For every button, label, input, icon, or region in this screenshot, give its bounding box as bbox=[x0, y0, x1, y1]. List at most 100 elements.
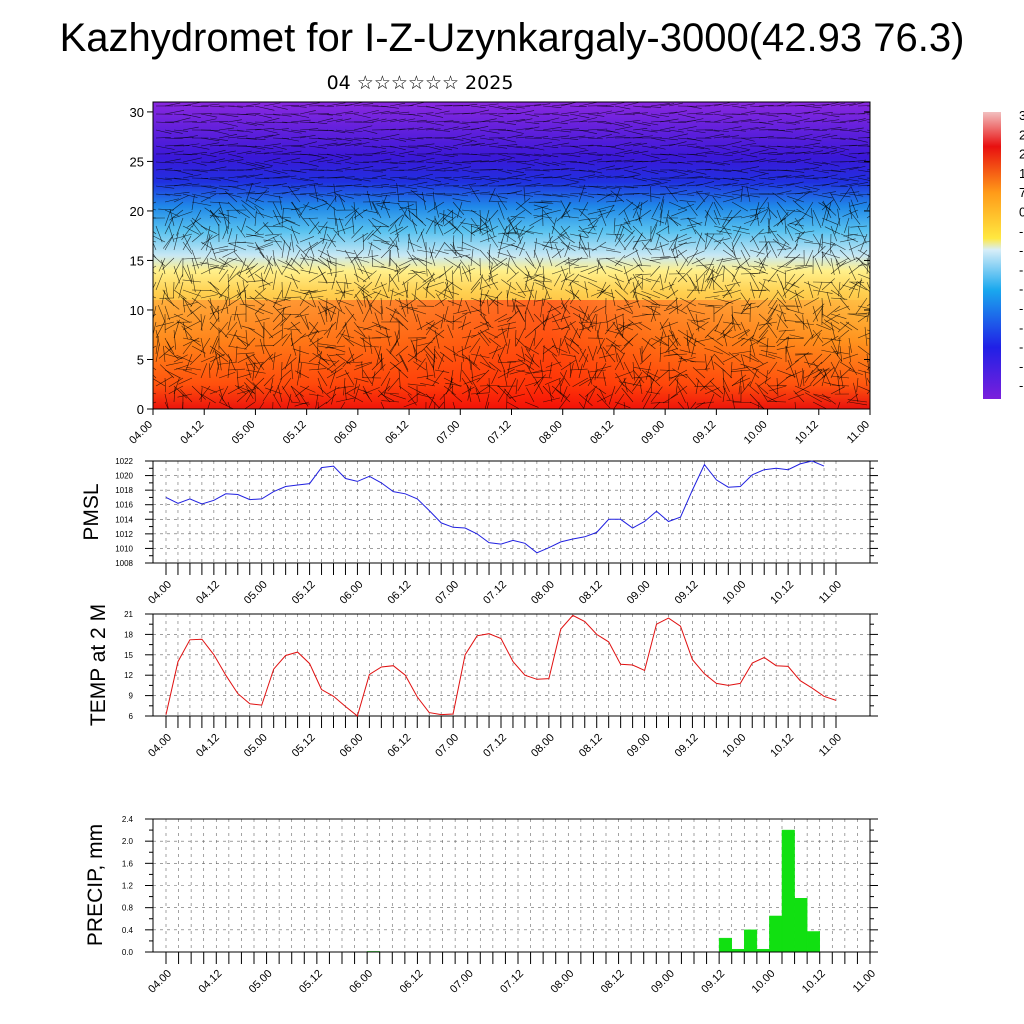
wind-barb bbox=[461, 241, 480, 251]
wind-barb bbox=[281, 129, 302, 134]
wind-barb bbox=[623, 333, 639, 347]
wind-barb bbox=[855, 256, 868, 267]
wind-barb bbox=[606, 313, 625, 323]
wind-barb bbox=[758, 182, 774, 187]
wind-barb bbox=[186, 366, 202, 371]
wind-barb bbox=[280, 235, 292, 251]
wind-barb bbox=[844, 217, 850, 234]
wind-barb bbox=[691, 337, 697, 357]
wind-barb bbox=[488, 233, 499, 248]
wind-barb bbox=[551, 313, 560, 329]
wind-barb bbox=[549, 361, 553, 378]
wind-barb bbox=[740, 110, 756, 115]
precip-bar bbox=[769, 915, 783, 953]
wind-barb bbox=[200, 363, 208, 379]
wind-barb bbox=[704, 177, 721, 180]
wind-barb bbox=[704, 185, 722, 190]
wind-barb bbox=[803, 333, 815, 347]
wind-barb bbox=[686, 289, 706, 292]
wind-barb bbox=[484, 393, 490, 409]
wind-barb bbox=[839, 144, 858, 147]
wind-barb bbox=[866, 254, 870, 275]
wind-barb bbox=[191, 194, 195, 211]
wind-barb bbox=[821, 233, 823, 251]
precip-axis-label: PRECIP, mm bbox=[84, 824, 107, 946]
wind-barb bbox=[296, 369, 301, 386]
wind-barb bbox=[731, 329, 750, 339]
colorbar-label: - bbox=[1019, 243, 1023, 258]
wind-barb bbox=[344, 305, 357, 321]
wind-barb bbox=[722, 177, 740, 181]
wind-barb bbox=[515, 127, 533, 131]
wind-barb bbox=[337, 299, 355, 307]
wind-barb bbox=[515, 153, 530, 157]
wind-barb bbox=[290, 233, 295, 253]
wind-barb bbox=[713, 161, 731, 165]
y-tick-label: 1010 bbox=[115, 544, 133, 553]
wind-barb bbox=[209, 245, 229, 251]
wind-barb bbox=[488, 105, 509, 110]
wind-barb bbox=[533, 129, 552, 132]
wind-barb bbox=[822, 367, 832, 387]
wind-barb bbox=[767, 119, 782, 123]
wind-barb bbox=[434, 183, 450, 187]
wind-barb bbox=[848, 361, 858, 376]
wind-barb bbox=[439, 385, 454, 400]
wind-barb bbox=[254, 127, 275, 131]
wind-barb bbox=[403, 281, 409, 299]
wind-barb bbox=[227, 135, 248, 139]
wind-barb bbox=[514, 329, 517, 347]
heat-x-tick-label: 04.00 bbox=[127, 419, 155, 447]
wind-barb bbox=[704, 151, 720, 155]
wind-barb bbox=[508, 393, 526, 399]
precip-grid bbox=[153, 818, 871, 953]
wind-barb bbox=[614, 401, 631, 409]
wind-barb bbox=[380, 133, 400, 139]
wind-barb bbox=[596, 338, 605, 355]
wind-barb bbox=[227, 228, 233, 243]
wind-barb bbox=[614, 273, 623, 290]
wind-barb bbox=[584, 281, 589, 299]
wind-barb bbox=[767, 175, 788, 179]
wind-barb bbox=[561, 297, 571, 310]
wind-barb bbox=[731, 225, 749, 231]
wind-barb bbox=[299, 183, 319, 187]
wind-barb bbox=[731, 266, 740, 283]
wind-barb bbox=[645, 305, 661, 315]
wind-barb bbox=[704, 209, 717, 225]
wind-barb bbox=[803, 177, 819, 180]
wind-barb bbox=[393, 289, 409, 297]
wind-barb bbox=[830, 257, 835, 276]
wind-barb bbox=[362, 177, 378, 179]
wind-barb bbox=[272, 270, 277, 291]
wind-barb bbox=[344, 273, 349, 289]
wind-barb bbox=[803, 128, 820, 131]
wind-barb bbox=[578, 129, 598, 134]
wind-barb bbox=[542, 193, 563, 198]
x-tick-label: 06.12 bbox=[385, 732, 413, 760]
wind-barb bbox=[272, 192, 288, 195]
wind-barb bbox=[826, 305, 841, 317]
wind-barb bbox=[713, 129, 729, 133]
wind-barb bbox=[592, 345, 598, 361]
wind-barb bbox=[181, 257, 202, 260]
wind-barb bbox=[439, 351, 454, 363]
wind-barb bbox=[416, 173, 433, 179]
wind-barb bbox=[281, 296, 302, 299]
wind-barb bbox=[338, 217, 346, 235]
precip-bar bbox=[744, 929, 758, 953]
x-tick-label: 08.00 bbox=[529, 732, 557, 760]
wind-barb bbox=[758, 353, 776, 360]
wind-barb bbox=[389, 145, 406, 151]
wind-barb bbox=[793, 390, 805, 403]
wind-barb bbox=[623, 401, 626, 409]
wind-barb bbox=[623, 277, 632, 291]
colorbar-label: 3 bbox=[1019, 108, 1024, 123]
wind-barb bbox=[317, 137, 337, 141]
wind-barb bbox=[785, 174, 805, 179]
wind-barb bbox=[704, 353, 708, 372]
wind-barb bbox=[713, 193, 734, 198]
wind-barb bbox=[191, 161, 207, 166]
wind-barb bbox=[452, 401, 456, 409]
